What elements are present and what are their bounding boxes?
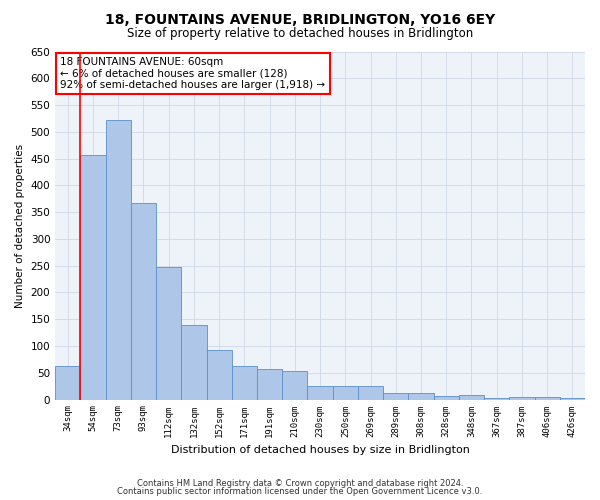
Y-axis label: Number of detached properties: Number of detached properties: [15, 144, 25, 308]
Bar: [358, 386, 383, 400]
Bar: [80, 155, 106, 400]
Bar: [55, 366, 80, 400]
Bar: [232, 366, 257, 400]
Bar: [332, 386, 358, 400]
Text: 18 FOUNTAINS AVENUE: 60sqm
← 6% of detached houses are smaller (128)
92% of semi: 18 FOUNTAINS AVENUE: 60sqm ← 6% of detac…: [61, 56, 326, 90]
X-axis label: Distribution of detached houses by size in Bridlington: Distribution of detached houses by size …: [170, 445, 470, 455]
Bar: [106, 120, 131, 400]
Bar: [156, 267, 181, 400]
Bar: [257, 369, 282, 400]
Bar: [560, 398, 585, 400]
Text: Size of property relative to detached houses in Bridlington: Size of property relative to detached ho…: [127, 28, 473, 40]
Text: Contains HM Land Registry data © Crown copyright and database right 2024.: Contains HM Land Registry data © Crown c…: [137, 478, 463, 488]
Bar: [434, 396, 459, 400]
Bar: [484, 398, 509, 400]
Bar: [131, 202, 156, 400]
Bar: [181, 324, 206, 400]
Bar: [282, 371, 307, 400]
Bar: [383, 393, 409, 400]
Bar: [535, 398, 560, 400]
Text: Contains public sector information licensed under the Open Government Licence v3: Contains public sector information licen…: [118, 487, 482, 496]
Text: 18, FOUNTAINS AVENUE, BRIDLINGTON, YO16 6EY: 18, FOUNTAINS AVENUE, BRIDLINGTON, YO16 …: [105, 12, 495, 26]
Bar: [409, 392, 434, 400]
Bar: [307, 386, 332, 400]
Bar: [509, 398, 535, 400]
Bar: [206, 350, 232, 400]
Bar: [459, 394, 484, 400]
